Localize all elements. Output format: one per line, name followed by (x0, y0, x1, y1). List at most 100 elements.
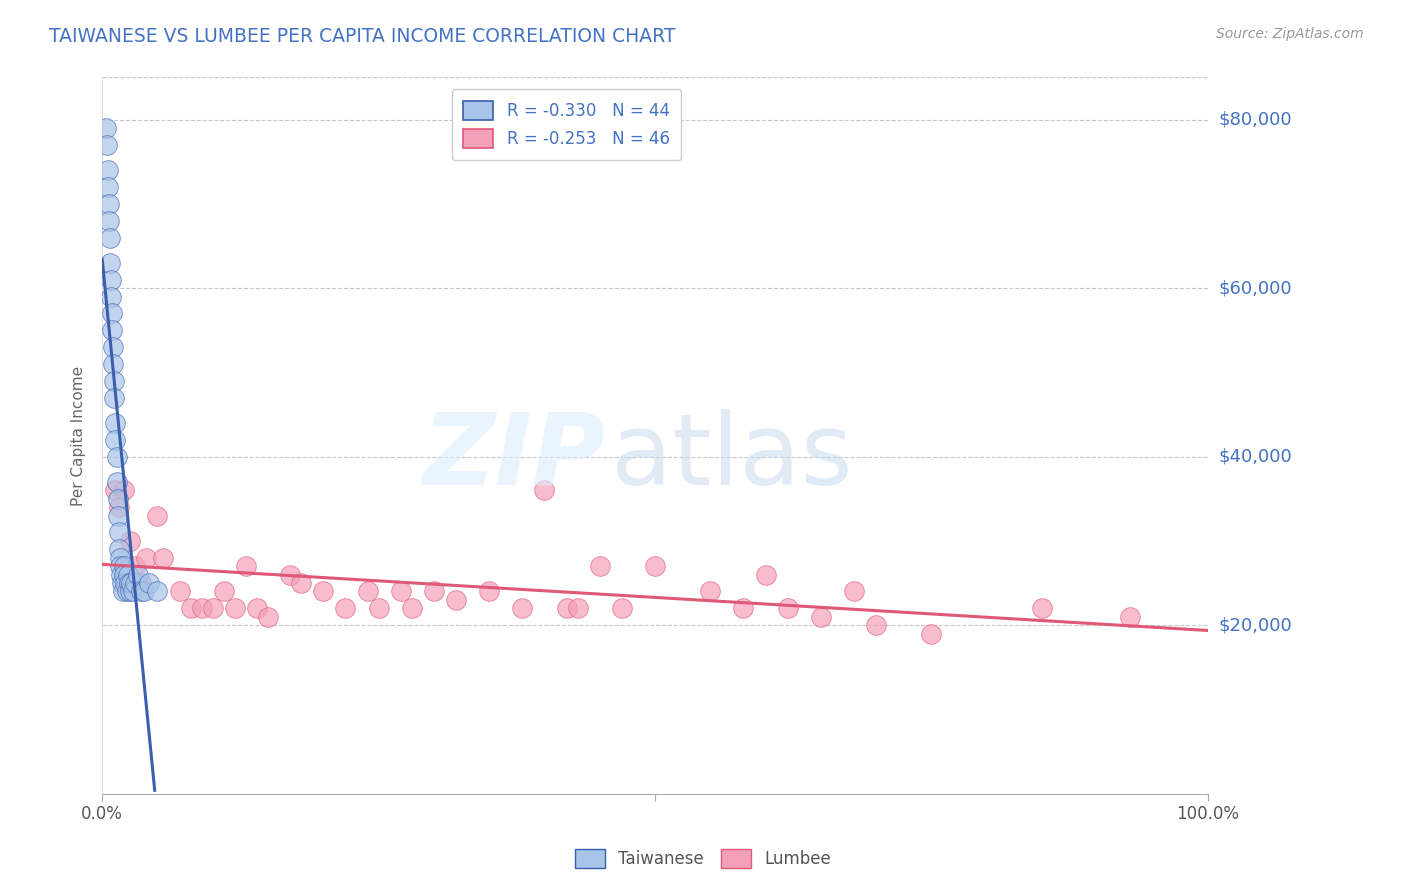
Point (114, 576, 136, 591)
Point (103, 374, 125, 388)
Point (190, 601, 212, 615)
Point (367, 601, 389, 615)
Point (135, 550, 157, 565)
Point (104, 433, 127, 447)
Point (356, 584, 378, 599)
Point (98, 230, 121, 244)
Point (124, 576, 146, 591)
Point (97, 163, 120, 178)
Point (278, 567, 301, 582)
Point (118, 576, 141, 591)
Point (101, 306, 124, 320)
Point (112, 584, 135, 599)
Point (97, 213, 120, 227)
Point (401, 601, 423, 615)
Point (733, 601, 755, 615)
Text: ZIP: ZIP (422, 409, 605, 506)
Point (865, 618, 887, 632)
Point (533, 483, 555, 498)
Point (118, 584, 141, 599)
Point (478, 584, 501, 599)
Point (1031, 601, 1053, 615)
Point (107, 525, 129, 540)
Point (107, 508, 129, 523)
Point (444, 592, 467, 607)
Point (108, 550, 131, 565)
Point (96, 137, 118, 152)
Point (120, 576, 142, 591)
Point (146, 508, 169, 523)
Point (146, 584, 169, 599)
Point (112, 567, 135, 582)
Point (100, 289, 122, 303)
Point (107, 491, 129, 506)
Point (699, 584, 721, 599)
Text: $40,000: $40,000 (1219, 448, 1292, 466)
Point (290, 576, 312, 591)
Point (103, 340, 125, 354)
Point (920, 626, 942, 640)
Point (104, 483, 127, 498)
Point (112, 559, 135, 574)
Point (115, 584, 138, 599)
Y-axis label: Per Capita Income: Per Capita Income (72, 366, 86, 506)
Point (105, 450, 128, 464)
Point (100, 273, 122, 287)
Point (644, 559, 666, 574)
Point (97, 197, 120, 211)
Point (1119, 609, 1142, 624)
Point (94, 120, 117, 135)
Point (423, 584, 446, 599)
Point (335, 601, 357, 615)
Point (129, 576, 152, 591)
Point (201, 601, 224, 615)
Point (510, 601, 533, 615)
Point (117, 567, 139, 582)
Text: $20,000: $20,000 (1219, 616, 1292, 634)
Point (108, 559, 131, 574)
Point (112, 483, 135, 498)
Point (180, 601, 202, 615)
Point (589, 559, 612, 574)
Point (124, 559, 146, 574)
Point (212, 584, 235, 599)
Point (567, 601, 589, 615)
Point (129, 584, 152, 599)
Point (389, 584, 412, 599)
Point (97, 180, 120, 194)
Point (127, 567, 149, 582)
Point (246, 601, 269, 615)
Point (122, 584, 145, 599)
Point (138, 576, 160, 591)
Point (98, 256, 121, 270)
Point (257, 609, 280, 624)
Text: TAIWANESE VS LUMBEE PER CAPITA INCOME CORRELATION CHART: TAIWANESE VS LUMBEE PER CAPITA INCOME CO… (49, 27, 676, 45)
Point (235, 559, 257, 574)
Point (312, 584, 335, 599)
Point (103, 357, 125, 371)
Text: $60,000: $60,000 (1219, 279, 1292, 297)
Point (118, 533, 141, 548)
Point (224, 601, 246, 615)
Point (101, 323, 124, 337)
Point (152, 550, 174, 565)
Text: atlas: atlas (610, 409, 852, 506)
Point (169, 584, 191, 599)
Text: Source: ZipAtlas.com: Source: ZipAtlas.com (1216, 27, 1364, 41)
Point (103, 391, 125, 405)
Point (107, 542, 129, 557)
Point (555, 601, 578, 615)
Point (134, 584, 156, 599)
Legend: R = -0.330   N = 44, R = -0.253   N = 46: R = -0.330 N = 44, R = -0.253 N = 46 (451, 89, 682, 160)
Point (776, 601, 799, 615)
Point (842, 584, 865, 599)
Point (754, 567, 776, 582)
Point (610, 601, 633, 615)
Point (104, 416, 127, 430)
Point (111, 576, 134, 591)
Point (810, 609, 832, 624)
Point (107, 500, 129, 515)
Point (105, 475, 128, 489)
Legend: Taiwanese, Lumbee: Taiwanese, Lumbee (568, 842, 838, 875)
Point (110, 567, 132, 582)
